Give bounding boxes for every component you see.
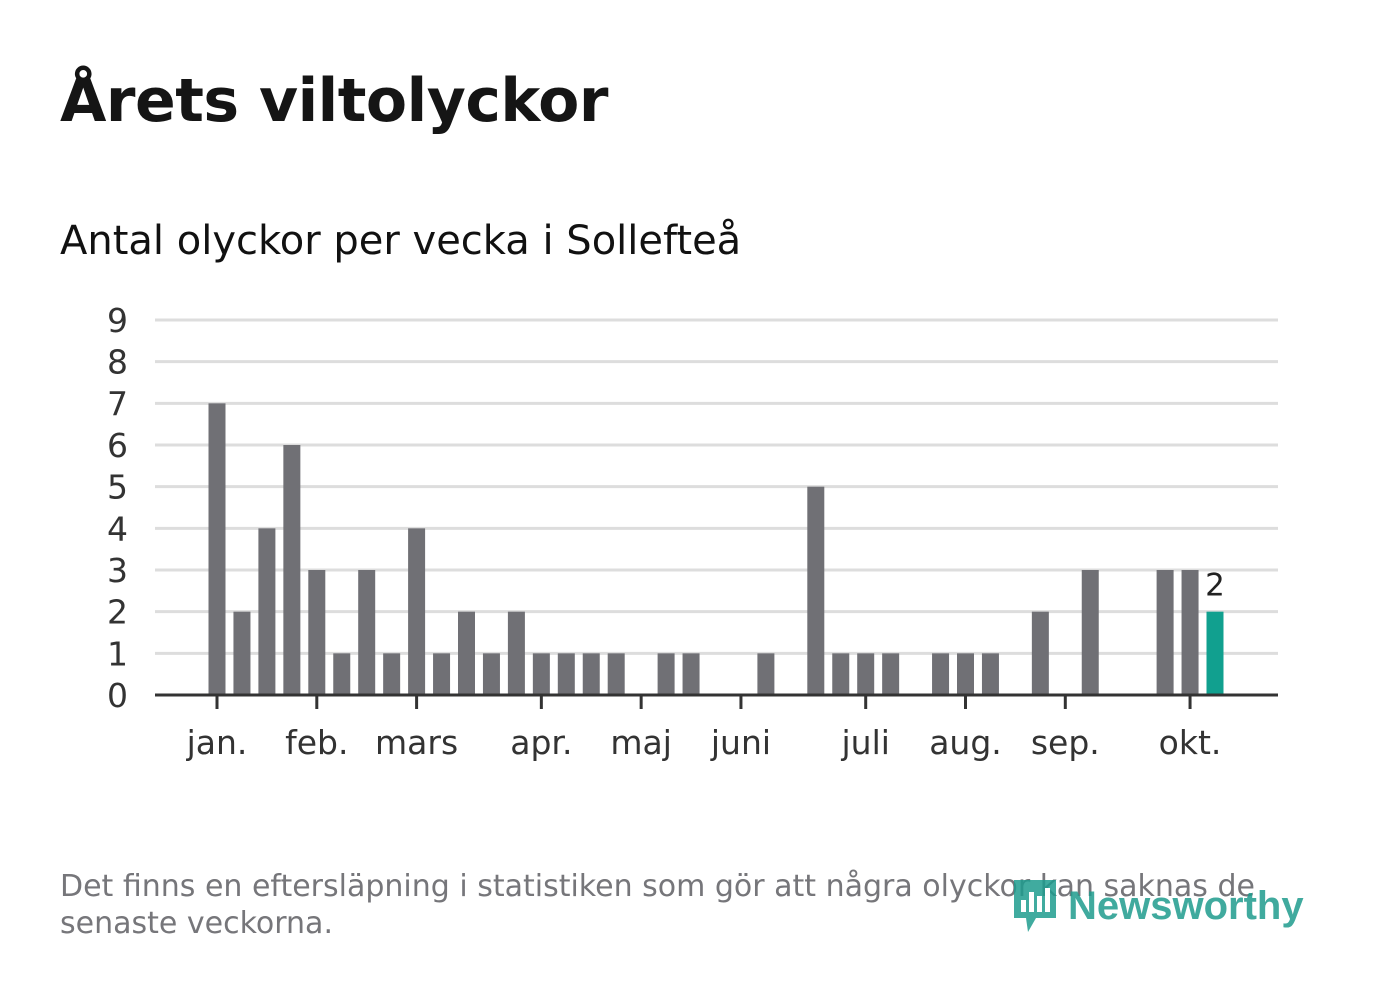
bar [507, 611, 525, 695]
x-tick-label: sep. [1031, 723, 1100, 762]
highlight-bar [1206, 611, 1224, 695]
y-tick-label: 1 [107, 634, 128, 673]
bar [582, 653, 600, 695]
highlight-value-label: 2 [1205, 568, 1225, 604]
y-tick-label: 5 [107, 468, 128, 507]
x-tick-label: aug. [929, 723, 1002, 762]
bar [857, 653, 875, 695]
bar [532, 653, 550, 695]
bar [832, 653, 850, 695]
y-tick-label: 8 [107, 343, 128, 382]
y-tick-label: 9 [107, 301, 128, 340]
x-tick-label: jan. [186, 723, 248, 762]
bar [433, 653, 451, 695]
chart-title: Årets viltolyckor [60, 66, 609, 136]
x-tick-label: juli [840, 723, 889, 762]
y-tick-label: 3 [107, 551, 128, 590]
bar [932, 653, 950, 695]
bar [283, 445, 301, 695]
x-tick-label: mars [375, 723, 458, 762]
x-tick-label: maj [610, 723, 672, 762]
bar [981, 653, 999, 695]
x-tick-label: feb. [285, 723, 348, 762]
bar [757, 653, 775, 695]
bar [208, 403, 226, 695]
y-tick-label: 4 [107, 509, 128, 548]
x-tick-label: juni [710, 723, 771, 762]
bar [1156, 570, 1174, 695]
bar [408, 528, 426, 695]
y-tick-label: 6 [107, 426, 128, 465]
bar [1181, 570, 1199, 695]
x-tick-label: apr. [510, 723, 572, 762]
y-tick-label: 7 [107, 384, 128, 423]
y-tick-label: 0 [107, 676, 128, 715]
bar [557, 653, 575, 695]
chart-subtitle: Antal olyckor per vecka i Sollefteå [60, 218, 742, 264]
bar [308, 570, 326, 695]
bar [333, 653, 351, 695]
bar [383, 653, 401, 695]
bar [807, 486, 825, 695]
brand-name: Newsworthy [1068, 883, 1304, 928]
bar [482, 653, 500, 695]
y-tick-label: 2 [107, 593, 128, 632]
newsworthy-logo-icon [1014, 880, 1056, 932]
brand-logo[interactable]: Newsworthy [1010, 876, 1304, 936]
bar [1031, 611, 1049, 695]
bar [1081, 570, 1099, 695]
bar [458, 611, 475, 695]
bar [682, 653, 700, 695]
bar [607, 653, 625, 695]
bar [233, 611, 251, 695]
bar [957, 653, 974, 695]
bar [882, 653, 900, 695]
x-tick-label: okt. [1159, 723, 1222, 762]
bar [258, 528, 276, 695]
bar [657, 653, 675, 695]
bar [358, 570, 376, 695]
